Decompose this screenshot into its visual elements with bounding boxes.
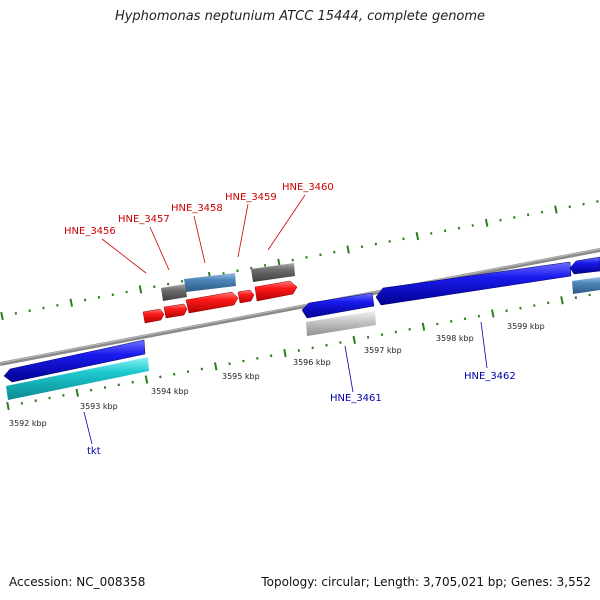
track-tick (222, 271, 225, 275)
accession-text: Accession: NC_008358 (9, 575, 146, 589)
tick-label: 3595 kbp (222, 372, 260, 381)
gene-label-hne-3460[interactable]: HNE_3460 (282, 182, 334, 193)
track-tick (526, 213, 530, 217)
track-tick (75, 388, 79, 397)
feature-bar-steelblue-right (572, 277, 600, 294)
track-tick (250, 266, 253, 270)
cds-hne-3461[interactable] (301, 292, 375, 319)
track-tick (103, 386, 107, 389)
genome-summary-text: Topology: circular; Length: 3,705,021 bp… (261, 575, 591, 589)
track-tick (20, 401, 24, 405)
cds-hne-3458[interactable] (185, 291, 239, 314)
gene-label-hne-3462[interactable]: HNE_3462 (464, 371, 516, 382)
track-tick (546, 301, 550, 305)
cds-hne-3460[interactable] (254, 280, 298, 302)
track-tick (346, 245, 350, 254)
track-tick (582, 202, 585, 206)
track-tick (186, 370, 190, 374)
map-title: Hyphomonas neptunium ATCC 15444, complet… (114, 9, 486, 24)
tick-label: 3594 kbp (151, 387, 189, 396)
track-tick (471, 224, 474, 227)
track-tick (144, 375, 149, 384)
reverse-strand-features (3, 256, 600, 400)
gene-label-hne-3457[interactable]: HNE_3457 (118, 214, 170, 225)
track-tick (111, 293, 114, 297)
gene-label-hne-3458[interactable]: HNE_3458 (171, 203, 223, 214)
track-tick (242, 359, 245, 363)
gene-label-hne-3461[interactable]: HNE_3461 (330, 393, 382, 404)
tick-label: 3599 kbp (507, 322, 545, 331)
track-tick (291, 258, 294, 262)
track-tick (499, 218, 502, 222)
feature-bar-gray-1 (161, 284, 187, 301)
cds-hne-3457[interactable] (163, 303, 188, 319)
tick-label: 3596 kbp (293, 358, 331, 367)
genome-backbone-highlight (0, 248, 600, 364)
label-leader-lines (83, 194, 488, 445)
track-tick (415, 232, 420, 241)
cds-hne-3459[interactable] (237, 289, 255, 304)
gene-labels: HNE_3456 HNE_3457 HNE_3458 HNE_3459 HNE_… (64, 182, 516, 457)
track-tick (352, 335, 356, 344)
track-tick (491, 309, 495, 318)
gene-label-hne-3456[interactable]: HNE_3456 (64, 226, 116, 237)
track-tick (374, 242, 378, 246)
cds-hne-3462[interactable] (375, 261, 572, 306)
track-tick (159, 375, 162, 379)
track-tick (574, 296, 578, 300)
tick-label: 3598 kbp (436, 334, 474, 343)
gene-label-tkt[interactable]: tkt (87, 446, 101, 457)
track-tick (131, 380, 134, 384)
track-tick (402, 237, 405, 241)
feature-bar-steelblue (184, 273, 236, 292)
tick-label: 3597 kbp (364, 346, 402, 355)
track-tick (463, 317, 467, 321)
track-tick (560, 296, 564, 305)
track-tick (48, 396, 51, 400)
track-tick (0, 311, 4, 321)
track-tick (519, 306, 522, 310)
genome-backbone (0, 248, 600, 366)
track-tick (484, 218, 489, 227)
track-tick (421, 322, 426, 331)
track-tick (42, 306, 45, 310)
inner-tick-track (6, 293, 591, 411)
forward-strand-features (142, 263, 600, 324)
track-tick (430, 232, 433, 235)
cds-tkt[interactable] (3, 339, 146, 383)
track-tick (269, 354, 273, 358)
gene-label-hne-3459[interactable]: HNE_3459 (225, 192, 277, 203)
feature-bar-gray-2 (251, 263, 295, 282)
track-tick (325, 343, 328, 347)
track-tick (457, 226, 461, 230)
track-tick (408, 327, 411, 331)
track-tick (214, 362, 218, 371)
cds-partial-right[interactable] (569, 256, 600, 275)
tick-labels: 3592 kbp 3593 kbp 3594 kbp 3595 kbp 3596… (9, 322, 545, 428)
track-tick (6, 401, 10, 411)
track-tick (166, 282, 170, 286)
outer-tick-track (0, 200, 599, 321)
tick-label: 3593 kbp (80, 402, 118, 411)
track-tick (319, 253, 322, 257)
feature-bar-lightgray (306, 311, 376, 336)
track-tick (138, 285, 143, 294)
track-tick (283, 349, 287, 358)
track-tick (436, 322, 439, 326)
track-tick (69, 298, 73, 307)
cds-hne-3456[interactable] (142, 308, 165, 324)
track-tick (554, 205, 558, 214)
tick-label: 3592 kbp (9, 419, 47, 428)
track-tick (97, 295, 101, 299)
track-tick (380, 333, 384, 337)
track-tick (14, 311, 18, 315)
track-tick (297, 349, 301, 352)
feature-bar-cyan (6, 357, 149, 400)
